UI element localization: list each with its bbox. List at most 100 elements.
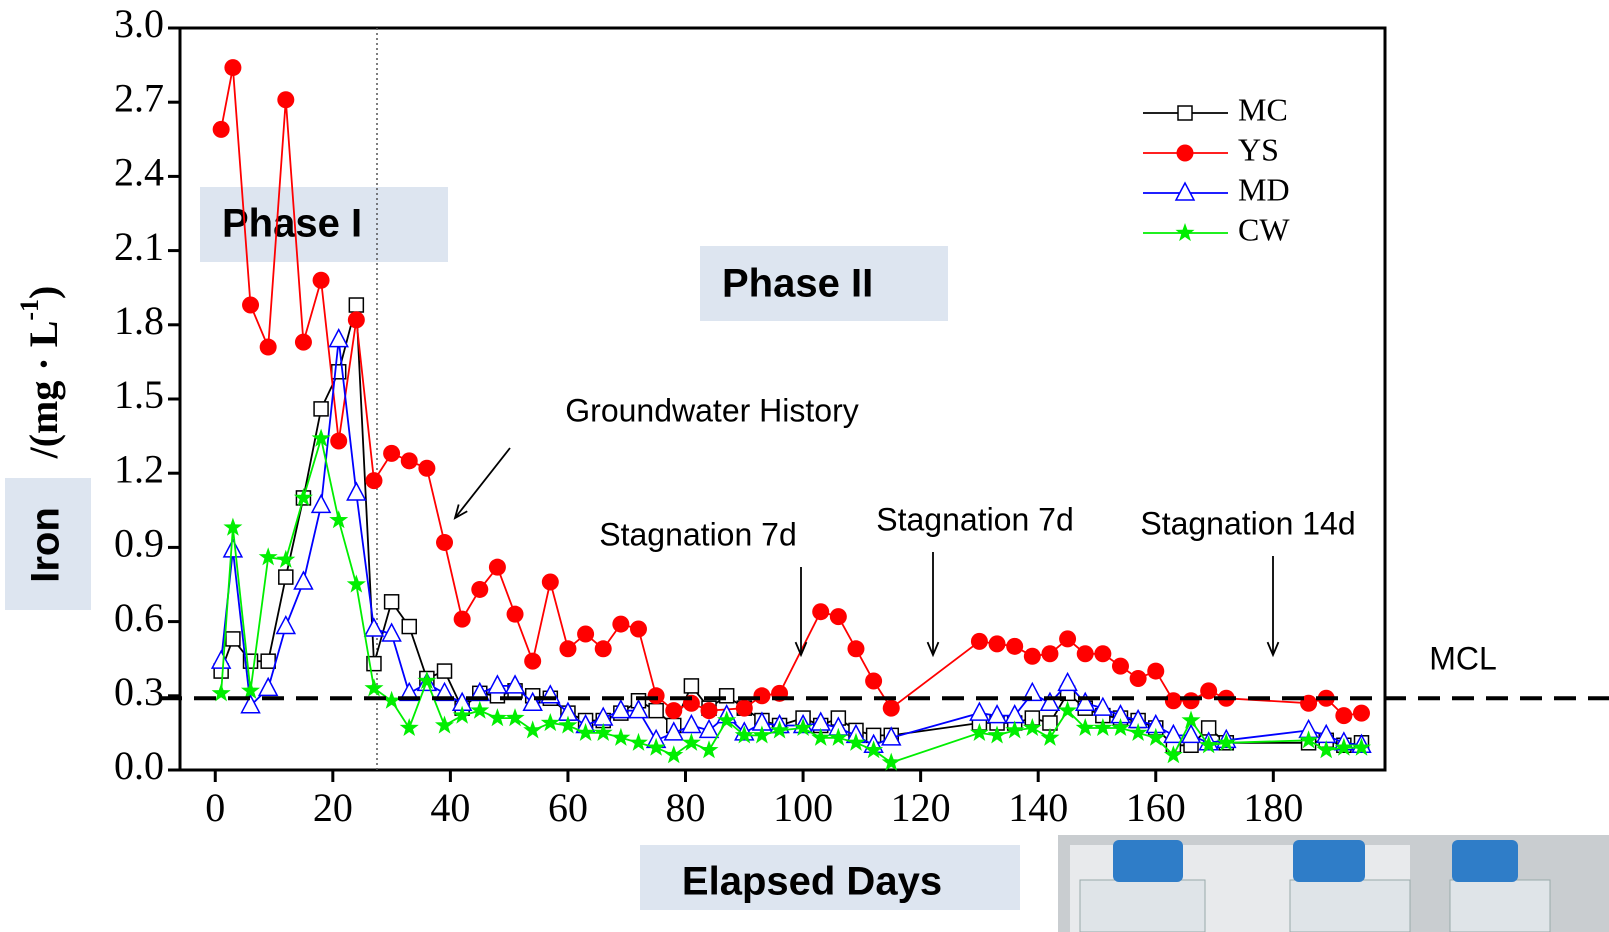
x-axis-label: Elapsed Days: [682, 860, 942, 904]
phase-label: Phase II: [722, 262, 873, 306]
data-point: [753, 687, 771, 705]
data-point: [275, 614, 297, 635]
y-axis-label: Iron: [24, 507, 68, 583]
data-point: [382, 690, 402, 709]
data-point: [1182, 692, 1200, 710]
x-tick-label: 20: [313, 785, 353, 830]
data-point: [257, 676, 279, 697]
x-tick-label: 0: [205, 785, 225, 830]
data-point: [969, 722, 989, 741]
data-point: [311, 428, 331, 447]
data-point: [612, 615, 630, 633]
arrow-head: [453, 504, 468, 520]
data-point: [1181, 710, 1201, 729]
data-point: [1334, 737, 1354, 756]
data-point: [647, 687, 665, 705]
data-point: [276, 549, 296, 568]
data-point: [593, 722, 613, 741]
legend-label: CW: [1238, 211, 1290, 247]
legend-label: MC: [1238, 91, 1288, 127]
data-point: [400, 452, 418, 470]
data-point: [717, 710, 737, 729]
data-point: [452, 705, 472, 724]
data-point: [577, 625, 595, 643]
data-point: [363, 617, 385, 637]
data-point: [1040, 727, 1060, 746]
x-tick-label: 80: [666, 785, 706, 830]
legend-marker: [1175, 223, 1195, 242]
data-point: [225, 631, 241, 647]
y-tick-label: 1.5: [114, 372, 164, 417]
y-tick-label: 0.0: [114, 743, 164, 788]
label-box: [5, 478, 91, 610]
y-tick-label: 2.7: [114, 75, 164, 120]
data-point: [260, 653, 276, 669]
data-point: [346, 481, 367, 501]
data-point: [646, 737, 666, 756]
data-point: [1300, 694, 1318, 712]
data-point: [383, 594, 400, 610]
annotation: Stagnation 7d: [599, 516, 797, 552]
data-point: [347, 311, 365, 329]
data-point: [435, 715, 454, 734]
data-point: [1216, 732, 1236, 751]
data-point: [540, 713, 560, 732]
data-point: [987, 725, 1007, 744]
data-point: [1093, 718, 1113, 736]
data-point: [628, 699, 649, 719]
data-point: [348, 297, 365, 313]
unit-exponent: -1: [15, 299, 44, 321]
data-point: [469, 681, 491, 702]
data-point: [293, 570, 314, 590]
data-point: [1094, 645, 1112, 663]
data-point: [770, 720, 790, 739]
data-point: [506, 605, 524, 623]
photo: [1058, 835, 1609, 932]
data-point: [752, 725, 772, 744]
data-point: [663, 721, 685, 741]
y-tick-label: 0.9: [114, 521, 164, 566]
y-tick-label: 0.3: [114, 669, 164, 714]
x-tick-label: 60: [548, 785, 588, 830]
data-point: [223, 517, 243, 536]
data-point: [398, 681, 420, 702]
data-point: [211, 683, 231, 702]
data-point: [558, 715, 578, 734]
data-point: [559, 640, 577, 658]
data-point: [846, 732, 866, 751]
data-point: [735, 699, 753, 717]
data-point: [1128, 722, 1148, 741]
phase-box: [700, 246, 948, 321]
data-point: [683, 678, 700, 694]
data-point: [1041, 645, 1059, 663]
data-point: [1057, 671, 1078, 692]
data-point: [970, 632, 988, 650]
data-point: [212, 120, 230, 138]
data-point: [505, 708, 525, 727]
arrow-head: [926, 641, 940, 658]
data-point: [294, 333, 312, 351]
data-point: [881, 752, 901, 771]
data-point: [1074, 691, 1096, 711]
data-point: [664, 745, 684, 764]
y-tick-label: 0.6: [114, 595, 164, 640]
label-box: [640, 845, 1020, 910]
data-point: [258, 547, 278, 566]
data-point: [988, 635, 1006, 653]
data-point: [381, 622, 402, 642]
data-point: [629, 732, 648, 751]
series: [212, 59, 1370, 725]
data-point: [864, 740, 884, 759]
data-point: [222, 538, 244, 558]
annotation-box: [1118, 496, 1378, 556]
data-point: [1316, 740, 1336, 759]
data-point: [700, 702, 718, 720]
data-point: [718, 688, 735, 704]
data-point: [436, 663, 453, 679]
data-point: [417, 671, 437, 690]
data-point: [346, 574, 366, 593]
data-point: [313, 401, 329, 417]
annotation: Stagnation 14d: [1140, 505, 1355, 541]
data-point: [1075, 718, 1095, 736]
data-point: [665, 702, 683, 720]
